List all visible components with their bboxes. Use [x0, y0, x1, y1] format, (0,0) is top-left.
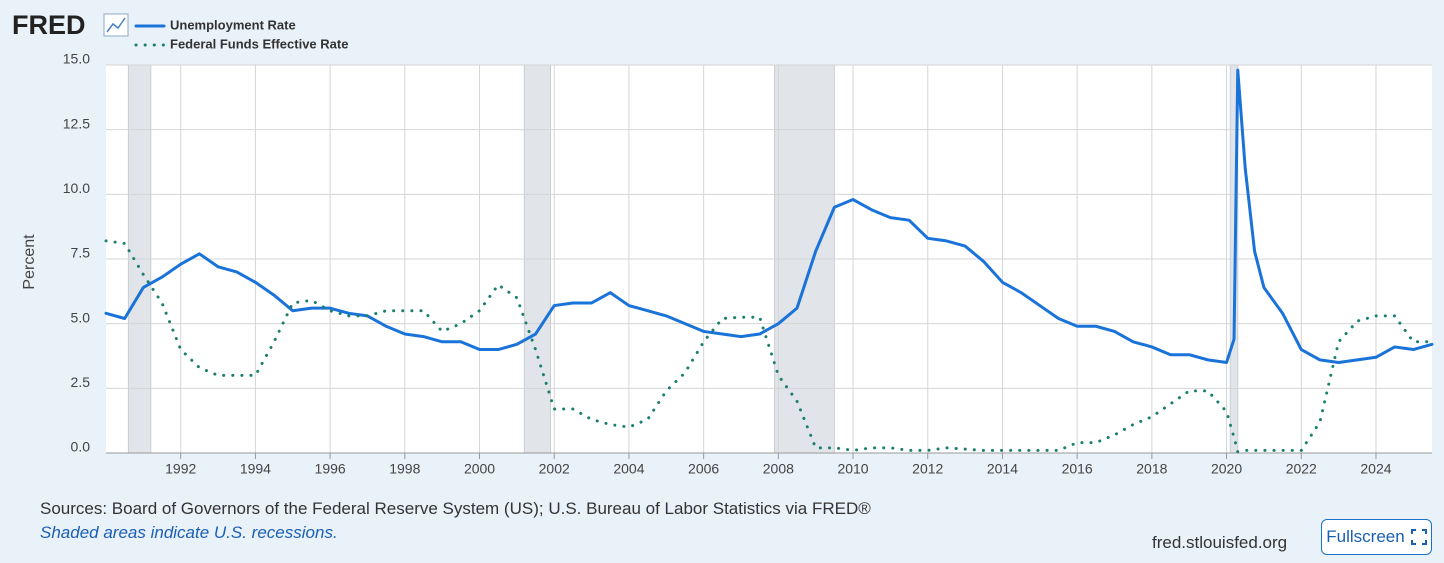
x-tick-label: 2024 — [1360, 461, 1391, 477]
series-line — [104, 239, 1434, 454]
recession-note: Shaded areas indicate U.S. recessions. — [40, 523, 338, 542]
x-tick-label: 2004 — [613, 461, 644, 477]
fullscreen-icon — [1410, 529, 1427, 545]
x-tick-label: 2008 — [763, 461, 794, 477]
x-tick-label: 2000 — [464, 461, 495, 477]
x-tick-label: 2002 — [539, 461, 570, 477]
logo: FRED — [12, 10, 86, 40]
legend-label: Federal Funds Effective Rate — [170, 36, 348, 51]
y-tick-label: 10.0 — [63, 180, 90, 196]
series-line — [104, 68, 1434, 364]
x-tick-label: 2016 — [1062, 461, 1093, 477]
legend-label: Unemployment Rate — [170, 17, 296, 32]
fullscreen-button[interactable]: Fullscreen — [1321, 519, 1432, 555]
y-tick-label: 15.0 — [63, 51, 90, 67]
y-tick-label: 12.5 — [63, 115, 90, 131]
y-tick-label: 2.5 — [71, 374, 91, 390]
x-tick-label: 2020 — [1211, 461, 1242, 477]
logo-icon — [103, 13, 129, 37]
fullscreen-label: Fullscreen — [1326, 527, 1405, 546]
y-tick-label: 7.5 — [71, 245, 91, 261]
x-tick-label: 2018 — [1136, 461, 1167, 477]
x-tick-label: 2012 — [912, 461, 943, 477]
y-tick-label: 0.0 — [71, 439, 91, 455]
y-tick-label: 5.0 — [71, 309, 91, 325]
x-tick-label: 1998 — [389, 461, 420, 477]
sources: Sources: Board of Governors of the Feder… — [40, 499, 871, 518]
site-url: fred.stlouisfed.org — [1152, 533, 1288, 552]
x-tick-label: 2010 — [837, 461, 868, 477]
x-tick-label: 1992 — [165, 461, 196, 477]
x-tick-label: 2022 — [1286, 461, 1317, 477]
x-tick-label: 1994 — [240, 461, 271, 477]
y-axis-label: Percent — [21, 234, 38, 290]
x-tick-label: 1996 — [315, 461, 346, 477]
x-tick-label: 2014 — [987, 461, 1018, 477]
x-tick-label: 2006 — [688, 461, 719, 477]
chart: FRED Percent 0.0 2.5 5.0 7.5 10.0 12.5 15.0 199… — [12, 10, 1434, 477]
